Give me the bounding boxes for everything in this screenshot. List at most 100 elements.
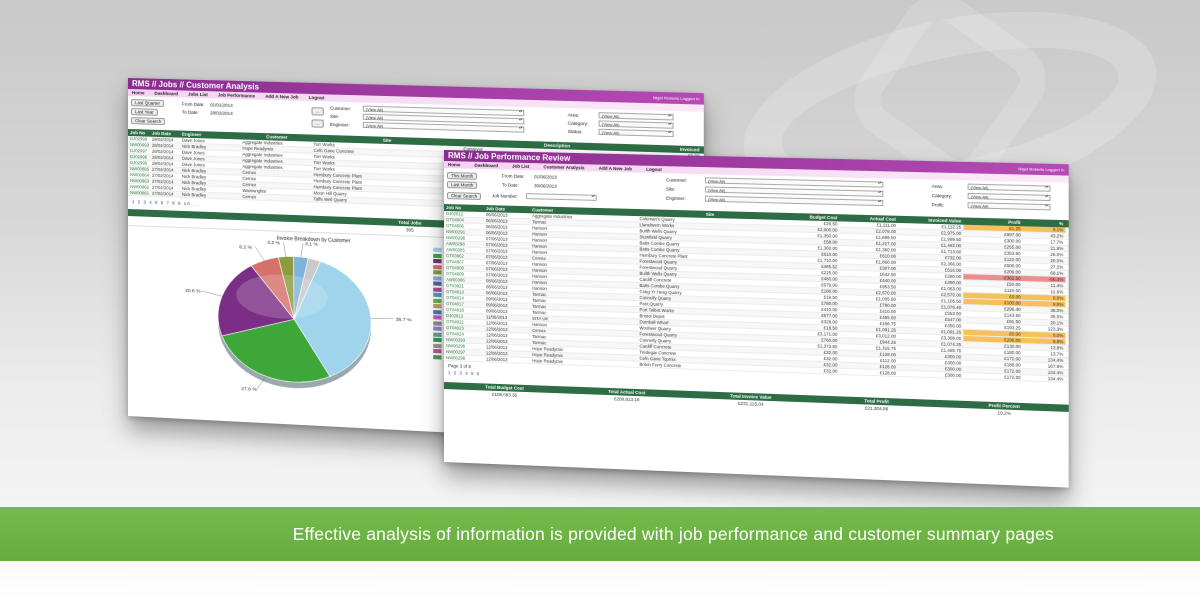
to-date-input[interactable]: 30/06/2013 (534, 183, 557, 189)
performance-table-body: DJ02812 06/06/2013 Aggregate Industries Col… (444, 211, 1069, 383)
job-number-link[interactable]: DJ02812 (444, 211, 484, 217)
table-cell: 27/02/2014 (150, 179, 180, 185)
pie-label: 27.6 % (241, 386, 257, 393)
profit-select[interactable]: (View All) (968, 202, 1051, 210)
job-number-link[interactable]: NW00865 (128, 166, 150, 172)
pie-label: 36.7 % (396, 316, 413, 323)
clear-search-button[interactable]: Clear Search (131, 117, 165, 125)
pie-label-leader (371, 317, 394, 319)
engineer-select[interactable]: (View All) (705, 196, 883, 207)
from-date-label: From Date: (502, 173, 525, 179)
from-date-label: From Date: (182, 102, 205, 108)
job-number-link[interactable]: NW00862 (128, 184, 150, 190)
pie-label: 6.2 % (239, 244, 252, 251)
legend-swatch (433, 265, 441, 269)
area-label: Area: (932, 184, 943, 189)
job-number-link[interactable]: NW00861 (128, 190, 150, 196)
legend-swatch (433, 355, 441, 359)
legend-swatch (433, 276, 441, 280)
table-cell: 28/02/2014 (150, 149, 180, 155)
legend-swatch (433, 332, 441, 336)
last-month-button[interactable]: Last Month (447, 181, 477, 189)
job-performance-screen: RMS // Job Performance Review Nigel Robe… (444, 150, 1069, 488)
job-number-link[interactable]: DJ02997 (128, 148, 150, 154)
table-cell: 28/02/2014 (150, 143, 180, 149)
legend-swatch (433, 281, 441, 285)
legend-swatch (433, 321, 441, 325)
from-date-input[interactable]: 01/01/2014 (210, 102, 233, 108)
page-title: RMS // Job Performance Review (448, 151, 570, 163)
legend-swatch (433, 304, 441, 308)
status-select[interactable]: (View All) (599, 129, 674, 137)
pie-label-leader (301, 243, 303, 257)
profit-label: Profit: (932, 202, 944, 207)
calendar-button-2[interactable]: ... (311, 119, 323, 127)
clear-search-button[interactable]: Clear Search (447, 192, 481, 200)
table-cell: 0.1% (1023, 226, 1066, 232)
to-date-label: To Date: (502, 182, 519, 187)
category-select[interactable]: (View All) (968, 193, 1051, 201)
customer-label: Customer: (330, 106, 351, 112)
from-date-input[interactable]: 01/06/2013 (534, 174, 557, 180)
pie-label-leader (283, 242, 285, 256)
this-month-button[interactable]: This Month (447, 172, 477, 180)
job-number-link[interactable]: NW00864 (128, 172, 150, 178)
invoice-pie-chart: 36.7 % 27.6 % 20.6 % 6.2 % 3.2 % 3.1 % (158, 231, 465, 412)
table-cell: 43.2% (1023, 232, 1066, 238)
legend-swatch (433, 287, 441, 291)
area-label: Area: (568, 112, 579, 117)
job-number-link[interactable]: DJ02996 (128, 154, 150, 160)
table-cell: 28/02/2014 (150, 161, 180, 167)
table-cell: 27/02/2014 (150, 191, 180, 197)
caption-text: Effective analysis of information is pro… (293, 524, 1054, 545)
to-date-input[interactable]: 28/02/2014 (210, 110, 233, 116)
legend-swatch (433, 315, 441, 319)
legend-swatch (433, 326, 441, 330)
table-cell: 28/02/2014 (150, 137, 180, 143)
site-label: Site: (666, 186, 675, 191)
legend-swatch (433, 270, 441, 274)
logged-in-label: Nigel Roberts Logged In (1018, 163, 1064, 175)
job-number-link[interactable]: DJ02998 (128, 136, 150, 142)
logged-in-label: Nigel Roberts Logged In (653, 92, 700, 105)
legend-swatch (433, 343, 441, 347)
job-number-link[interactable]: DJ02995 (128, 160, 150, 166)
table-cell: 27/02/2014 (150, 167, 180, 173)
status-label: Status: (568, 129, 583, 135)
last-year-button[interactable]: Last Year (131, 108, 158, 116)
legend-swatch (433, 349, 441, 353)
engineer-label: Engineer: (330, 122, 350, 128)
legend-swatch (433, 298, 441, 302)
legend-swatch (433, 248, 441, 252)
area-select[interactable]: (View All) (968, 184, 1051, 192)
last-quarter-button[interactable]: Last Quarter (131, 99, 164, 107)
legend-swatch (433, 293, 441, 297)
legend-swatch (433, 253, 441, 257)
category-label: Category: (568, 121, 589, 127)
area-select[interactable]: (View All) (599, 112, 674, 120)
pie-label: 20.6 % (185, 288, 201, 295)
table-cell: 27/02/2014 (150, 173, 180, 179)
to-date-label: To Date: (182, 110, 199, 116)
legend-swatch (433, 310, 441, 314)
legend-swatch (433, 338, 441, 342)
pie-label-leader (255, 247, 264, 260)
category-label: Category: (932, 193, 953, 199)
job-number-link[interactable]: NW00993 (128, 142, 150, 148)
site-label: Site: (330, 114, 339, 119)
legend-swatch (433, 259, 441, 263)
pie-label-leader (201, 291, 222, 296)
pie-label: 3.2 % (267, 240, 281, 247)
job-number-link[interactable]: GT04004 (444, 217, 484, 223)
job-number-link[interactable]: NW00863 (128, 178, 150, 184)
pie-label: 3.1 % (305, 241, 319, 248)
job-number-input[interactable] (526, 193, 597, 201)
customer-label: Customer: (666, 177, 687, 183)
job-number-label: Job Number: (492, 193, 518, 199)
table-cell: 28/02/2014 (150, 155, 180, 161)
category-select[interactable]: (View All) (599, 120, 674, 128)
calendar-button[interactable]: ... (311, 107, 323, 115)
engineer-label: Engineer: (666, 196, 686, 202)
caption-bar: Effective analysis of information is pro… (0, 507, 1200, 561)
table-cell: 27/02/2014 (150, 185, 180, 191)
